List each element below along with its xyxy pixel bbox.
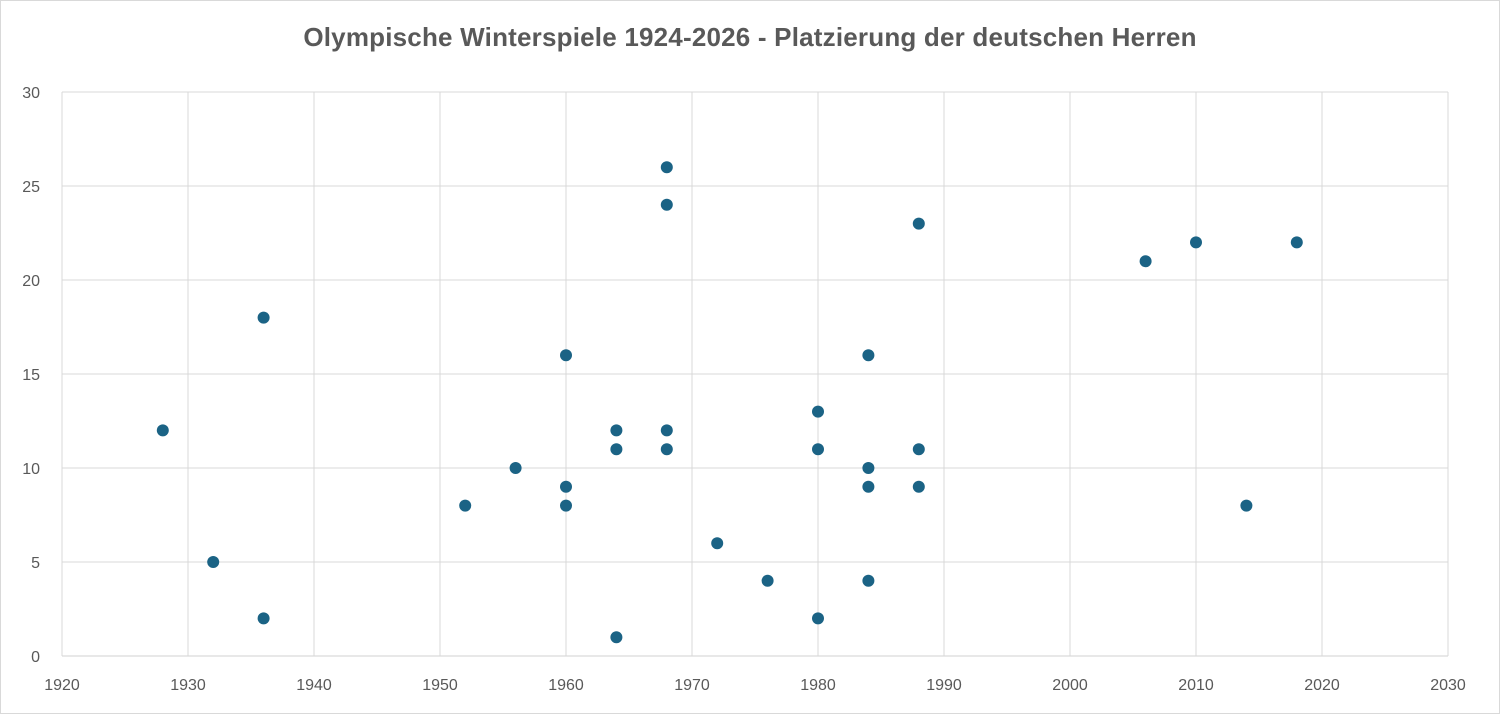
x-tick-label: 1930 <box>170 677 206 694</box>
data-point <box>207 556 220 568</box>
data-point <box>560 480 572 493</box>
data-point <box>1240 499 1253 512</box>
y-tick-label: 5 <box>31 555 40 572</box>
data-point <box>711 537 724 550</box>
x-tick-label: 2030 <box>1430 677 1466 694</box>
x-tick-label: 1970 <box>674 677 710 694</box>
x-tick-label: 2020 <box>1304 677 1340 694</box>
data-point <box>459 499 472 512</box>
y-tick-label: 10 <box>22 461 40 478</box>
data-point <box>812 405 824 418</box>
data-point <box>560 349 572 362</box>
data-point <box>862 349 875 362</box>
data-point <box>862 480 875 493</box>
data-point <box>509 462 522 474</box>
data-point <box>660 424 673 437</box>
data-point <box>912 480 925 493</box>
x-tick-label: 1950 <box>422 677 458 694</box>
data-point <box>862 574 875 587</box>
tick-labels: 0 5 10 15 20 25 30 1920 1930 1940 1950 1960 1970 1980… <box>22 85 1466 694</box>
chart-title: Olympische Winterspiele 1924-2026 - Plat… <box>303 22 1197 52</box>
x-tick-label: 1940 <box>296 677 332 694</box>
data-point <box>1190 236 1202 249</box>
data-point <box>560 499 572 512</box>
data-point <box>610 443 623 456</box>
data-point <box>257 612 270 625</box>
data-point <box>1139 255 1152 268</box>
x-tick-label: 2000 <box>1052 677 1088 694</box>
x-tick-label: 1920 <box>44 677 80 694</box>
y-tick-label: 20 <box>22 273 40 290</box>
data-point <box>1290 236 1303 249</box>
data-point <box>912 443 925 456</box>
gridlines <box>61 91 1449 656</box>
data-point <box>862 462 875 474</box>
x-tick-label: 1960 <box>548 677 584 694</box>
data-point <box>660 161 673 174</box>
x-tick-label: 1990 <box>926 677 962 694</box>
data-point <box>660 198 673 211</box>
data-point <box>761 574 774 587</box>
data-point <box>156 424 169 437</box>
data-point <box>812 443 824 456</box>
data-point <box>660 443 673 456</box>
y-tick-label: 30 <box>22 85 40 102</box>
data-points <box>156 161 1303 644</box>
data-point <box>610 424 623 437</box>
y-tick-label: 0 <box>31 649 40 666</box>
data-point <box>812 612 824 625</box>
y-tick-label: 15 <box>22 367 40 384</box>
data-point <box>257 311 270 324</box>
data-point <box>912 217 925 230</box>
y-tick-label: 25 <box>22 179 40 196</box>
x-tick-label: 1980 <box>800 677 836 694</box>
data-point <box>610 631 623 644</box>
x-tick-label: 2010 <box>1178 677 1214 694</box>
